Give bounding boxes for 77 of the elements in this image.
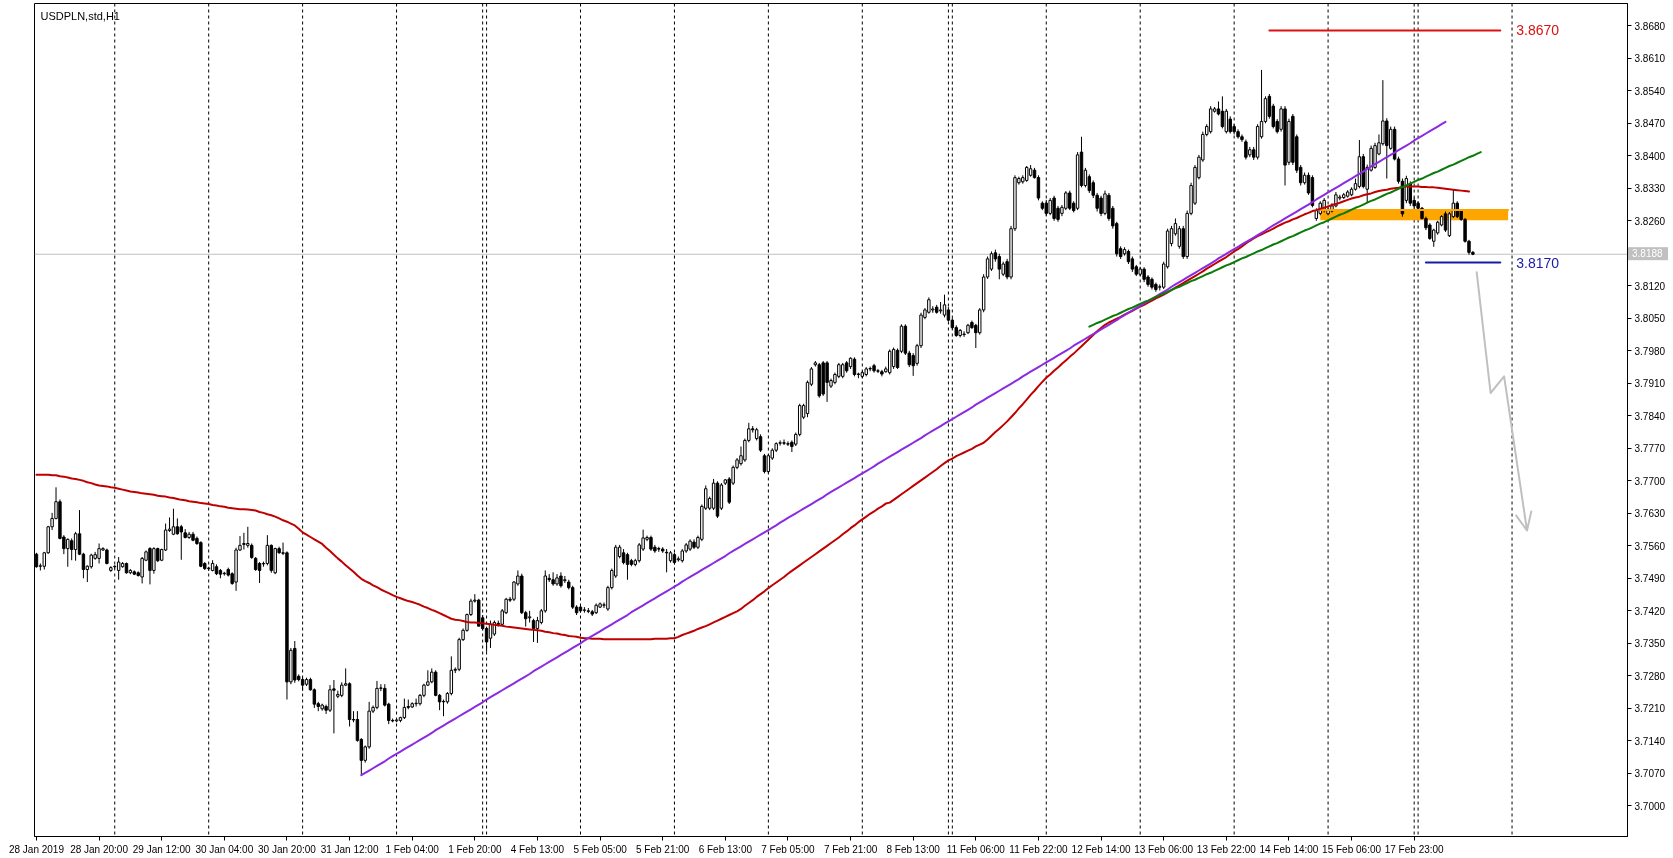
text: USDPLN,std,H1 <box>40 9 120 22</box>
y-tick-label: 3.8330 <box>1634 183 1666 195</box>
y-tick-label: 3.7000 <box>1634 800 1666 812</box>
candlestick <box>242 532 246 551</box>
x-tick-label: 28 Jan 20:00 <box>70 843 129 855</box>
x-tick-label: 11 Feb 06:00 <box>946 843 1006 855</box>
x-tick-label: 29 Jan 12:00 <box>132 843 192 855</box>
x-tick-label: 1 Feb 20:00 <box>448 843 502 855</box>
x-tick-label: 13 Feb 22:00 <box>1196 843 1257 855</box>
x-tick-label: 1 Feb 04:00 <box>385 843 440 855</box>
series-label: 3.8170 <box>1516 254 1560 271</box>
x-tick-label: 15 Feb 06:00 <box>1322 843 1382 855</box>
x-tick-label: 30 Jan 20:00 <box>258 843 317 855</box>
candlestick <box>786 440 790 447</box>
line-series <box>1088 151 1482 328</box>
candlestick <box>199 540 203 568</box>
y-tick-label: 3.7630 <box>1634 508 1666 520</box>
x-tick-label: 8 Feb 13:00 <box>886 843 941 855</box>
y-tick-label: 3.7560 <box>1634 540 1666 552</box>
candlestick <box>825 360 829 403</box>
y-tick-label: 3.8260 <box>1634 215 1666 227</box>
candlestick <box>531 618 536 643</box>
x-tick-label: 28 Jan 2019 <box>8 843 65 855</box>
y-tick-label: 3.7840 <box>1634 410 1666 422</box>
x-tick-label: 30 Jan 04:00 <box>195 843 254 855</box>
y-tick-label: 3.8120 <box>1634 280 1666 292</box>
candlestick <box>69 537 74 561</box>
x-tick-label: 7 Feb 21:00 <box>823 843 878 855</box>
y-tick-label: 3.7490 <box>1634 573 1666 585</box>
x-tick-label: 31 Jan 12:00 <box>320 843 379 855</box>
candlestick <box>876 368 880 374</box>
y-tick-label: 3.7070 <box>1634 768 1666 780</box>
candlestick <box>551 571 555 587</box>
candlestick <box>1052 195 1056 222</box>
x-tick-label: 5 Feb 05:00 <box>573 843 628 855</box>
candlestick <box>332 679 336 734</box>
y-tick-label: 3.7420 <box>1634 605 1666 617</box>
candlestick <box>1036 174 1041 201</box>
ref-line-label: 3.8188 <box>1632 248 1664 260</box>
line-series <box>35 185 1470 641</box>
series-label: 3.8670 <box>1516 22 1560 39</box>
x-tick-label: 12 Feb 14:00 <box>1071 843 1131 855</box>
y-tick-label: 3.7350 <box>1634 638 1666 650</box>
x-tick-label: 7 Feb 05:00 <box>761 843 816 855</box>
candlestick <box>97 543 101 564</box>
x-tick-label: 17 Feb 23:00 <box>1384 843 1445 855</box>
y-tick-label: 3.7280 <box>1634 670 1666 682</box>
y-tick-label: 3.7980 <box>1634 345 1666 357</box>
y-tick-label: 3.8610 <box>1634 53 1666 65</box>
x-tick-label: 13 Feb 06:00 <box>1134 843 1194 855</box>
candlestick <box>888 348 892 375</box>
y-tick-label: 3.8680 <box>1634 20 1666 32</box>
y-tick-label: 3.8400 <box>1634 150 1666 162</box>
y-tick-label: 3.7770 <box>1634 443 1666 455</box>
y-tick-label: 3.7210 <box>1634 703 1666 715</box>
candlestick <box>152 546 156 575</box>
y-tick-label: 3.8050 <box>1634 313 1666 325</box>
y-tick-label: 3.7140 <box>1634 735 1666 747</box>
x-tick-label: 14 Feb 14:00 <box>1259 843 1319 855</box>
candlestick <box>1099 195 1103 217</box>
candlestick <box>782 439 786 446</box>
y-tick-label: 3.8470 <box>1634 118 1666 130</box>
y-tick-label: 3.7910 <box>1634 378 1666 390</box>
candlestick <box>148 546 152 585</box>
candlestick <box>375 680 379 710</box>
candlestick <box>1068 190 1072 211</box>
x-tick-label: 4 Feb 13:00 <box>510 843 565 855</box>
x-tick-label: 11 Feb 22:00 <box>1009 843 1068 855</box>
candlestick <box>1373 142 1377 170</box>
line-series <box>360 120 1447 777</box>
x-tick-label: 6 Feb 13:00 <box>698 843 753 855</box>
y-tick-label: 3.8540 <box>1634 85 1666 97</box>
candlestick <box>414 698 418 707</box>
x-tick-label: 5 Feb 21:00 <box>636 843 690 855</box>
candlestick <box>179 524 183 561</box>
candlestick <box>66 537 70 568</box>
y-tick-label: 3.7700 <box>1634 475 1666 487</box>
